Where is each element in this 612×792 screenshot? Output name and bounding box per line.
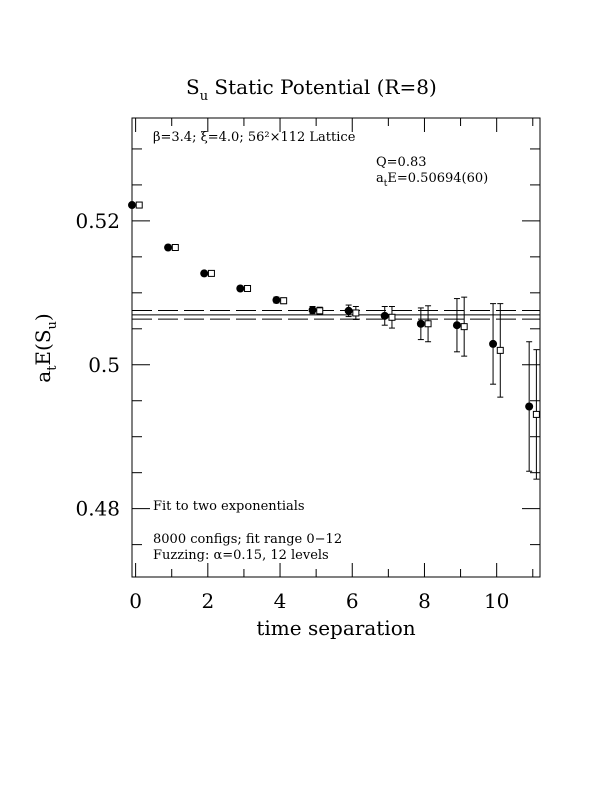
data-point-circle — [200, 269, 209, 278]
data-point-circle — [164, 243, 173, 252]
data-point-square — [171, 243, 179, 251]
data-point-square — [207, 269, 215, 277]
chart-title: Su Static Potential (R=8) — [186, 75, 437, 104]
data-point-square — [460, 323, 468, 331]
fit-band — [132, 310, 540, 320]
data-point-circle — [525, 402, 534, 411]
configs-annotation: 8000 configs; fit range 0−12 — [153, 532, 342, 547]
y-axis-label: atE(Su) — [31, 313, 60, 382]
data-point-square — [244, 285, 252, 293]
fuzzing-annotation: Fuzzing: α=0.15, 12 levels — [153, 548, 329, 563]
x-tick-label: 10 — [484, 589, 509, 613]
data-point-square — [532, 410, 540, 418]
data-point-circle — [380, 311, 389, 320]
data-point-square — [316, 307, 324, 315]
data-point-square — [496, 346, 504, 354]
lattice-annotation: β=3.4; ξ=4.0; 56²×112 Lattice — [153, 130, 356, 145]
data-point-square — [280, 297, 288, 305]
y-tick-label: 0.52 — [75, 209, 120, 233]
data-point-circle — [344, 306, 353, 315]
data-point-circle — [308, 306, 317, 315]
x-tick-label: 8 — [418, 589, 431, 613]
x-tick-labels: 0 2 4 6 8 10 — [129, 589, 509, 613]
x-tick-label: 0 — [129, 589, 142, 613]
y-tick-labels: 0.48 0.5 0.52 — [75, 209, 120, 521]
data-point-circle — [128, 201, 136, 210]
data-point-square — [424, 320, 432, 328]
x-axis-label: time separation — [256, 616, 415, 640]
y-tick-label: 0.48 — [75, 497, 120, 521]
data-point-circle — [272, 296, 281, 305]
data-point-square — [135, 201, 143, 209]
data-point-square — [388, 313, 396, 321]
data-point-circle — [489, 339, 498, 348]
data-point-circle — [452, 321, 461, 330]
data-point-circle — [236, 284, 245, 293]
q-annotation: Q=0.83 — [376, 155, 427, 170]
x-tick-label: 2 — [201, 589, 214, 613]
x-tick-label: 4 — [274, 589, 287, 613]
data-point-square — [352, 309, 360, 317]
plot-frame — [131, 117, 541, 578]
data-point-circle — [416, 319, 425, 328]
axis-ticks — [132, 118, 540, 577]
x-tick-label: 6 — [346, 589, 359, 613]
y-tick-label: 0.5 — [88, 353, 120, 377]
fit-annotation: Fit to two exponentials — [153, 499, 305, 514]
energy-annotation: atE=0.50694(60) — [376, 171, 488, 189]
data-points — [128, 201, 540, 480]
